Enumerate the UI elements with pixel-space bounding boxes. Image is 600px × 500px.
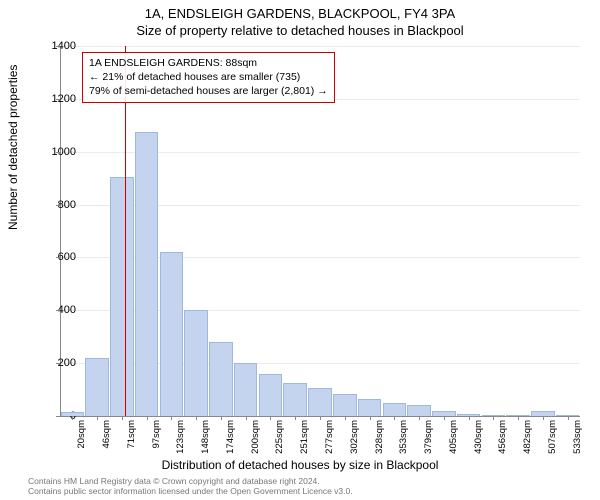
x-tick-label: 482sqm — [522, 420, 533, 454]
x-tick-mark — [221, 416, 222, 420]
x-tick-mark — [72, 416, 73, 420]
x-tick-label: 200sqm — [250, 420, 261, 454]
bar — [482, 415, 506, 416]
x-tick-label: 174sqm — [225, 420, 236, 454]
bar — [531, 411, 555, 416]
footer-line2: Contains public sector information licen… — [28, 486, 353, 496]
x-tick-mark — [568, 416, 569, 420]
x-tick-mark — [122, 416, 123, 420]
x-tick-mark — [469, 416, 470, 420]
x-tick-mark — [444, 416, 445, 420]
bar — [556, 415, 580, 416]
x-tick-mark — [493, 416, 494, 420]
chart-title: 1A, ENDSLEIGH GARDENS, BLACKPOOL, FY4 3P… — [0, 0, 600, 21]
x-tick-label: 123sqm — [175, 420, 186, 454]
x-tick-label: 405sqm — [448, 420, 459, 454]
x-tick-mark — [171, 416, 172, 420]
x-tick-label: 97sqm — [151, 420, 162, 449]
bar — [308, 388, 332, 416]
bar — [432, 411, 456, 416]
x-axis-label: Distribution of detached houses by size … — [0, 458, 600, 472]
x-tick-mark — [370, 416, 371, 420]
x-tick-label: 20sqm — [76, 420, 87, 449]
bar — [209, 342, 233, 416]
bar — [110, 177, 134, 416]
x-tick-label: 507sqm — [547, 420, 558, 454]
x-tick-mark — [295, 416, 296, 420]
annotation-line1: 1A ENDSLEIGH GARDENS: 88sqm — [89, 56, 328, 70]
bar — [506, 415, 530, 416]
x-tick-label: 225sqm — [274, 420, 285, 454]
y-tick-mark — [56, 416, 60, 417]
x-tick-label: 148sqm — [200, 420, 211, 454]
x-tick-mark — [543, 416, 544, 420]
annotation-line3: 79% of semi-detached houses are larger (… — [89, 84, 328, 98]
bar — [259, 374, 283, 416]
bar — [135, 132, 159, 416]
x-tick-label: 46sqm — [101, 420, 112, 449]
chart-subtitle: Size of property relative to detached ho… — [0, 21, 600, 38]
x-tick-label: 71sqm — [126, 420, 137, 449]
x-tick-label: 456sqm — [497, 420, 508, 454]
x-tick-label: 328sqm — [374, 420, 385, 454]
plot-area: 1A ENDSLEIGH GARDENS: 88sqm ← 21% of det… — [60, 46, 580, 416]
x-tick-label: 379sqm — [423, 420, 434, 454]
x-tick-mark — [419, 416, 420, 420]
x-tick-label: 353sqm — [398, 420, 409, 454]
bar — [383, 403, 407, 416]
footer: Contains HM Land Registry data © Crown c… — [28, 476, 353, 496]
bar — [61, 412, 85, 416]
x-tick-label: 533sqm — [572, 420, 583, 454]
x-tick-mark — [394, 416, 395, 420]
bar — [407, 405, 431, 416]
x-tick-mark — [518, 416, 519, 420]
bar — [358, 399, 382, 416]
annotation-box: 1A ENDSLEIGH GARDENS: 88sqm ← 21% of det… — [82, 52, 335, 103]
x-tick-label: 302sqm — [349, 420, 360, 454]
bar — [160, 252, 184, 416]
x-tick-mark — [147, 416, 148, 420]
x-tick-mark — [196, 416, 197, 420]
y-axis-label: Number of detached properties — [6, 65, 20, 230]
x-tick-mark — [97, 416, 98, 420]
bar — [283, 383, 307, 416]
x-tick-label: 277sqm — [324, 420, 335, 454]
bar — [457, 414, 481, 416]
x-tick-mark — [320, 416, 321, 420]
annotation-line2: ← 21% of detached houses are smaller (73… — [89, 70, 328, 84]
footer-line1: Contains HM Land Registry data © Crown c… — [28, 476, 353, 486]
bar — [184, 310, 208, 416]
bar — [234, 363, 258, 416]
bar — [85, 358, 109, 416]
x-tick-mark — [246, 416, 247, 420]
x-tick-mark — [345, 416, 346, 420]
bar — [333, 394, 357, 416]
x-tick-mark — [270, 416, 271, 420]
x-tick-label: 251sqm — [299, 420, 310, 454]
x-tick-label: 430sqm — [473, 420, 484, 454]
